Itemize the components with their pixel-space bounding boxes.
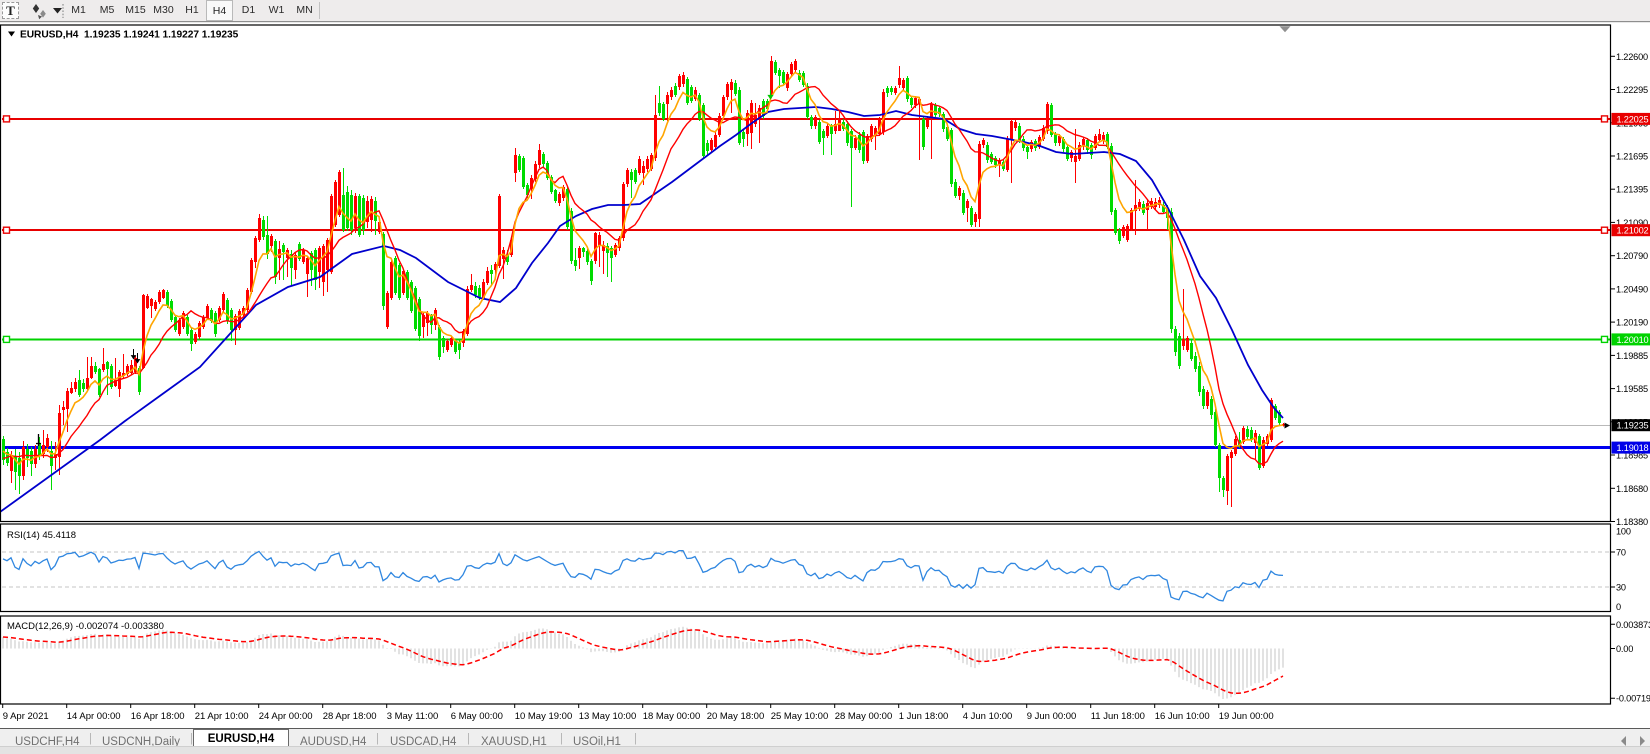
svg-text:10 May 19:00: 10 May 19:00	[515, 711, 573, 722]
svg-text:1.18380: 1.18380	[1616, 517, 1648, 527]
svg-text:1.21695: 1.21695	[1616, 152, 1648, 162]
svg-text:28 May 00:00: 28 May 00:00	[835, 711, 893, 722]
svg-text:6 May 00:00: 6 May 00:00	[451, 711, 503, 722]
svg-text:1.18985: 1.18985	[1616, 451, 1648, 461]
svg-text:9 Apr 2021: 9 Apr 2021	[3, 711, 49, 722]
svg-text:19 Jun 00:00: 19 Jun 00:00	[1219, 711, 1274, 722]
svg-text:0.00: 0.00	[1616, 644, 1633, 654]
svg-text:24 Apr 00:00: 24 Apr 00:00	[259, 711, 313, 722]
svg-text:16 Jun 10:00: 16 Jun 10:00	[1155, 711, 1210, 722]
svg-text:EURUSD,H4 1.19235 1.19241 1.1: EURUSD,H4 1.19235 1.19241 1.19227 1.1923…	[20, 30, 239, 41]
svg-text:MACD(12,26,9) -0.002074 -0.003: MACD(12,26,9) -0.002074 -0.003380	[7, 621, 164, 632]
svg-text:9 Jun 00:00: 9 Jun 00:00	[1027, 711, 1077, 722]
svg-text:0: 0	[1616, 602, 1621, 612]
svg-text:1.20790: 1.20790	[1616, 251, 1648, 261]
svg-text:1.19885: 1.19885	[1616, 351, 1648, 361]
svg-text:3 May 11:00: 3 May 11:00	[387, 711, 439, 722]
svg-text:1.22025: 1.22025	[1617, 114, 1649, 124]
svg-text:21 Apr 10:00: 21 Apr 10:00	[195, 711, 249, 722]
svg-text:1.19018: 1.19018	[1617, 443, 1649, 453]
svg-text:13 May 10:00: 13 May 10:00	[579, 711, 637, 722]
svg-text:1.19235: 1.19235	[1617, 421, 1649, 431]
svg-text:1.22295: 1.22295	[1616, 85, 1648, 95]
svg-text:1.20190: 1.20190	[1616, 318, 1648, 328]
svg-text:1.21090: 1.21090	[1616, 218, 1648, 228]
svg-text:1.18680: 1.18680	[1616, 484, 1648, 494]
svg-text:1.21002: 1.21002	[1617, 226, 1649, 236]
svg-text:18 May 00:00: 18 May 00:00	[643, 711, 701, 722]
svg-text:1.19585: 1.19585	[1616, 384, 1648, 394]
svg-text:30: 30	[1616, 583, 1626, 593]
svg-text:1.22600: 1.22600	[1616, 52, 1648, 62]
svg-text:1.20490: 1.20490	[1616, 284, 1648, 294]
svg-text:14 Apr 00:00: 14 Apr 00:00	[67, 711, 121, 722]
svg-text:20 May 18:00: 20 May 18:00	[707, 711, 765, 722]
svg-text:0.003873: 0.003873	[1616, 620, 1650, 630]
svg-text:4 Jun 10:00: 4 Jun 10:00	[963, 711, 1013, 722]
svg-text:100: 100	[1616, 527, 1631, 537]
svg-text:16 Apr 18:00: 16 Apr 18:00	[131, 711, 185, 722]
svg-text:1.21395: 1.21395	[1616, 185, 1648, 195]
svg-text:11 Jun 18:00: 11 Jun 18:00	[1091, 711, 1145, 722]
svg-text:RSI(14) 45.4118: RSI(14) 45.4118	[7, 530, 76, 541]
svg-text:28 Apr 18:00: 28 Apr 18:00	[323, 711, 377, 722]
svg-text:1.20010: 1.20010	[1617, 335, 1649, 345]
svg-text:1 Jun 18:00: 1 Jun 18:00	[899, 711, 949, 722]
svg-text:70: 70	[1616, 548, 1626, 558]
svg-text:-0.00719: -0.00719	[1616, 694, 1650, 704]
svg-text:25 May 10:00: 25 May 10:00	[771, 711, 829, 722]
